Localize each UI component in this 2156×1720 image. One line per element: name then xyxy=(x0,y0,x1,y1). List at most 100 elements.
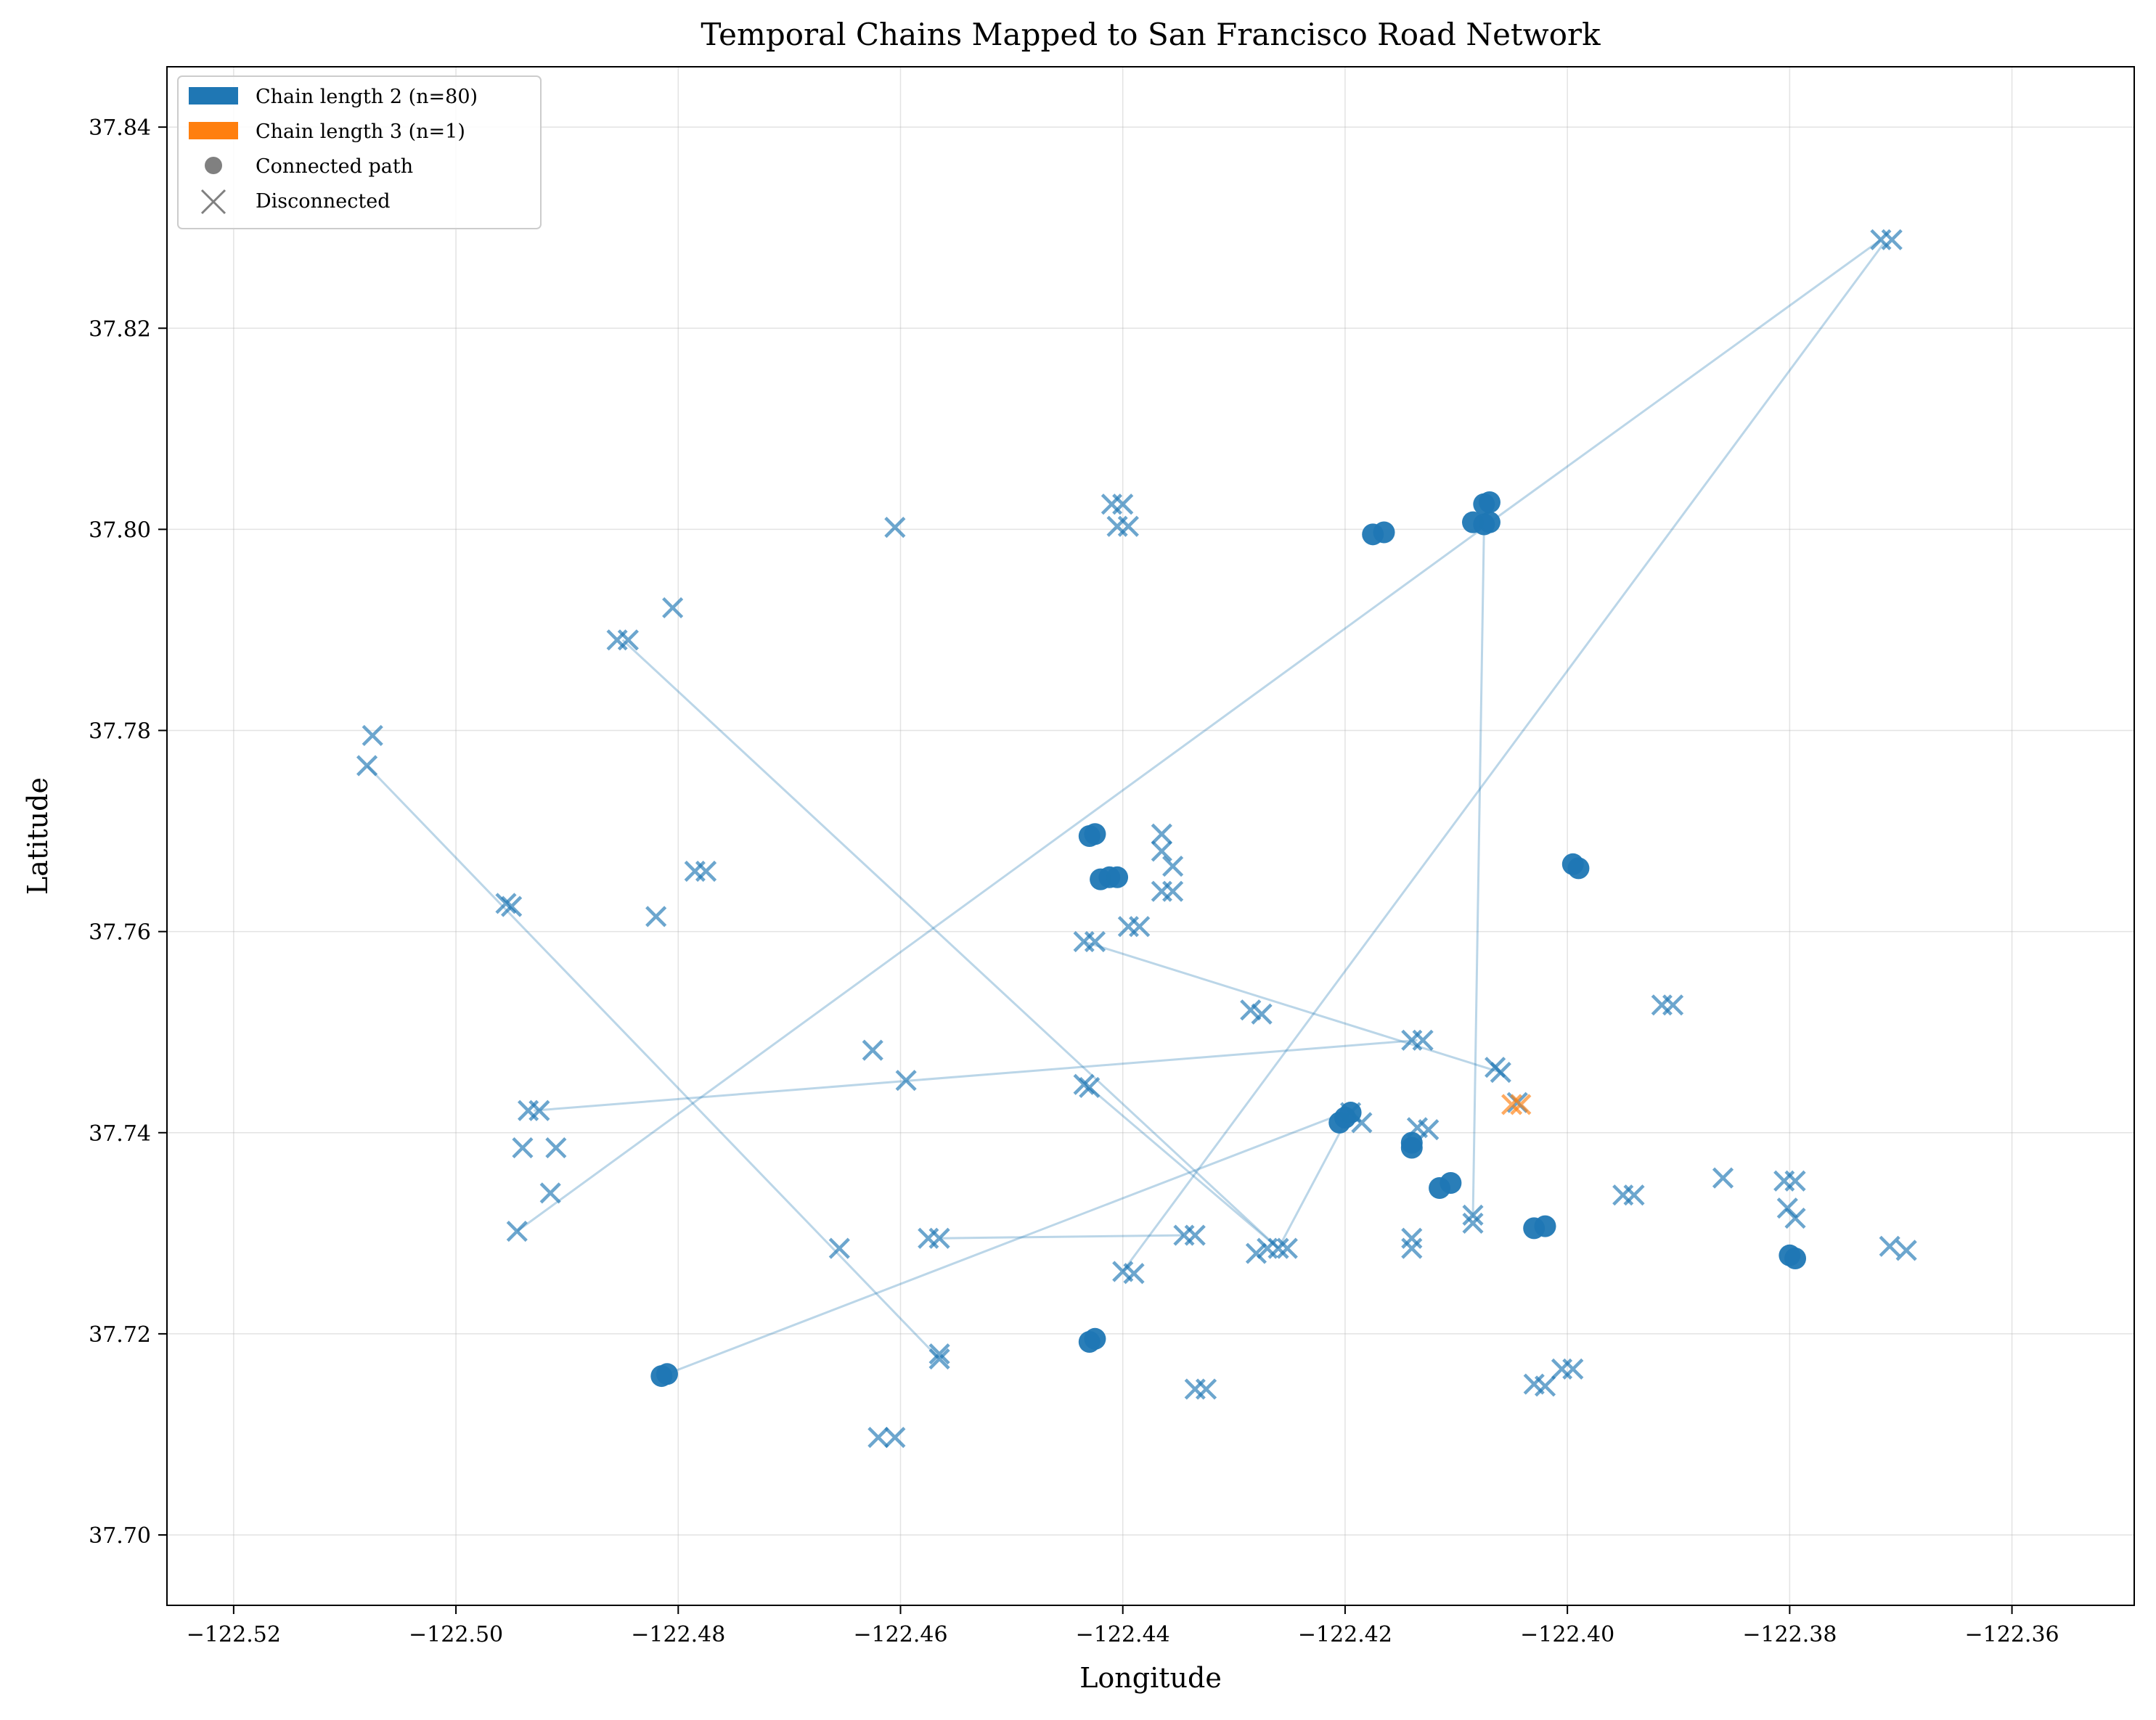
disconnected-point xyxy=(528,1099,550,1121)
legend-swatch-chain2 xyxy=(189,87,238,105)
chain-lines xyxy=(366,239,1885,1377)
connected-point xyxy=(1784,1247,1807,1269)
connected-point xyxy=(1534,1215,1556,1237)
disconnected-point xyxy=(1490,1062,1511,1084)
chain-line xyxy=(534,1039,1418,1112)
disconnected-point xyxy=(506,1220,528,1242)
chain-line xyxy=(1471,527,1485,1219)
y-tick-label: 37.76 xyxy=(89,920,151,946)
connected-point xyxy=(1478,511,1500,533)
disconnected-point xyxy=(884,517,906,538)
connected-point xyxy=(1567,857,1590,880)
disconnected-point xyxy=(501,896,523,917)
chain-line xyxy=(661,1111,1346,1377)
disconnected-point xyxy=(1240,999,1262,1021)
disconnected-point xyxy=(928,1343,950,1365)
disconnected-point xyxy=(928,1348,950,1370)
disconnected-point xyxy=(1184,1224,1206,1246)
y-axis-ticks: 37.70 37.72 37.74 37.76 37.78 37.80 37.82 37.84 xyxy=(89,115,167,1549)
y-tick-label: 37.72 xyxy=(89,1322,151,1348)
connected-point xyxy=(1084,823,1106,845)
connected-point xyxy=(1478,491,1500,513)
disconnected-point xyxy=(1881,229,1903,250)
x-tick-label: −122.40 xyxy=(1520,1622,1614,1647)
disconnected-point xyxy=(1073,1073,1095,1095)
x-tick-label: −122.46 xyxy=(853,1622,947,1647)
grid-layer xyxy=(167,67,2134,1605)
x-tick-label: −122.48 xyxy=(631,1622,725,1647)
chain3-point xyxy=(1501,1094,1523,1115)
disconnected-point xyxy=(1245,1242,1267,1264)
y-tick-label: 37.82 xyxy=(89,316,151,342)
disconnected-point xyxy=(662,597,684,619)
disconnected-point xyxy=(1195,1378,1217,1400)
disconnected-point xyxy=(539,1182,561,1204)
legend-swatch-chain3 xyxy=(189,122,238,139)
x-axis-label: Longitude xyxy=(1079,1662,1222,1694)
x-axis-ticks: −122.52 −122.50 −122.48 −122.46 −122.44 −122.… xyxy=(187,1605,2059,1647)
connected-point xyxy=(656,1363,678,1385)
x-tick-label: −122.44 xyxy=(1076,1622,1170,1647)
chart-title: Temporal Chains Mapped to San Francisco … xyxy=(701,17,1601,52)
y-tick-label: 37.74 xyxy=(89,1121,151,1147)
disconnected-point xyxy=(1117,515,1139,537)
disconnected-point xyxy=(1151,840,1172,862)
disconnected-point xyxy=(695,860,717,882)
disconnected-point xyxy=(1879,1235,1900,1257)
y-axis-label: Latitude xyxy=(22,777,54,895)
legend-box xyxy=(177,75,542,229)
legend-label-chain2: Chain length 2 (n=80) xyxy=(256,86,478,108)
y-tick-label: 37.70 xyxy=(89,1523,151,1549)
chain-line xyxy=(1088,1086,1280,1250)
disconnected-point xyxy=(1462,1212,1484,1234)
disconnected-point xyxy=(645,906,667,927)
connected-point xyxy=(1373,521,1395,544)
disconnected-point xyxy=(545,1137,567,1159)
disconnected-point xyxy=(1662,994,1684,1016)
disconnected-point xyxy=(1534,1375,1556,1397)
disconnected-point xyxy=(495,893,517,914)
disconnected-point xyxy=(1276,1237,1298,1259)
disconnected-point xyxy=(862,1039,883,1061)
x-tick-label: −122.50 xyxy=(409,1622,503,1647)
plot-frame xyxy=(166,66,2135,1606)
disconnected-point xyxy=(895,1070,917,1092)
disconnected-point xyxy=(1267,1237,1289,1259)
legend-label-chain3: Chain length 3 (n=1) xyxy=(256,120,465,143)
legend-marker-disconnected xyxy=(200,189,226,215)
disconnected-point xyxy=(1123,1263,1145,1285)
connected-point xyxy=(1106,866,1129,888)
y-tick-label: 37.80 xyxy=(89,517,151,543)
x-tick-label: −122.42 xyxy=(1298,1622,1392,1647)
disconnected-point xyxy=(362,724,383,747)
disconnected-point xyxy=(884,1427,906,1449)
disconnected-point xyxy=(1079,1076,1101,1098)
chain-line xyxy=(621,639,1280,1250)
disconnected-point xyxy=(1112,494,1134,515)
disconnected-point xyxy=(1162,855,1184,877)
disconnected-point xyxy=(867,1427,889,1449)
chain-line xyxy=(1122,242,1885,1272)
disconnected-point xyxy=(1784,1207,1806,1229)
chain-line xyxy=(516,526,1485,1232)
disconnected-point xyxy=(1784,1170,1806,1192)
chain3-point xyxy=(1510,1094,1532,1115)
disconnected-point xyxy=(1418,1119,1440,1141)
chain-line xyxy=(1277,1122,1347,1249)
disconnected-point xyxy=(1401,1227,1423,1249)
disconnected-point xyxy=(1462,1204,1484,1226)
disconnected-point xyxy=(1401,1237,1423,1259)
legend-label-connected: Connected path xyxy=(256,155,413,178)
legend-marker-connected xyxy=(205,157,222,174)
connected-point xyxy=(1084,1327,1106,1350)
disconnected-point xyxy=(1162,880,1184,902)
disconnected-point xyxy=(1084,930,1106,953)
disconnected-point xyxy=(1151,823,1172,845)
legend-label-disconnected: Disconnected xyxy=(256,190,391,213)
legend: Chain length 2 (n=80) Chain length 3 (n=… xyxy=(177,75,542,229)
disconnected-point xyxy=(918,1227,939,1249)
disconnected-point xyxy=(1129,916,1151,938)
disconnected-point xyxy=(1895,1240,1917,1261)
